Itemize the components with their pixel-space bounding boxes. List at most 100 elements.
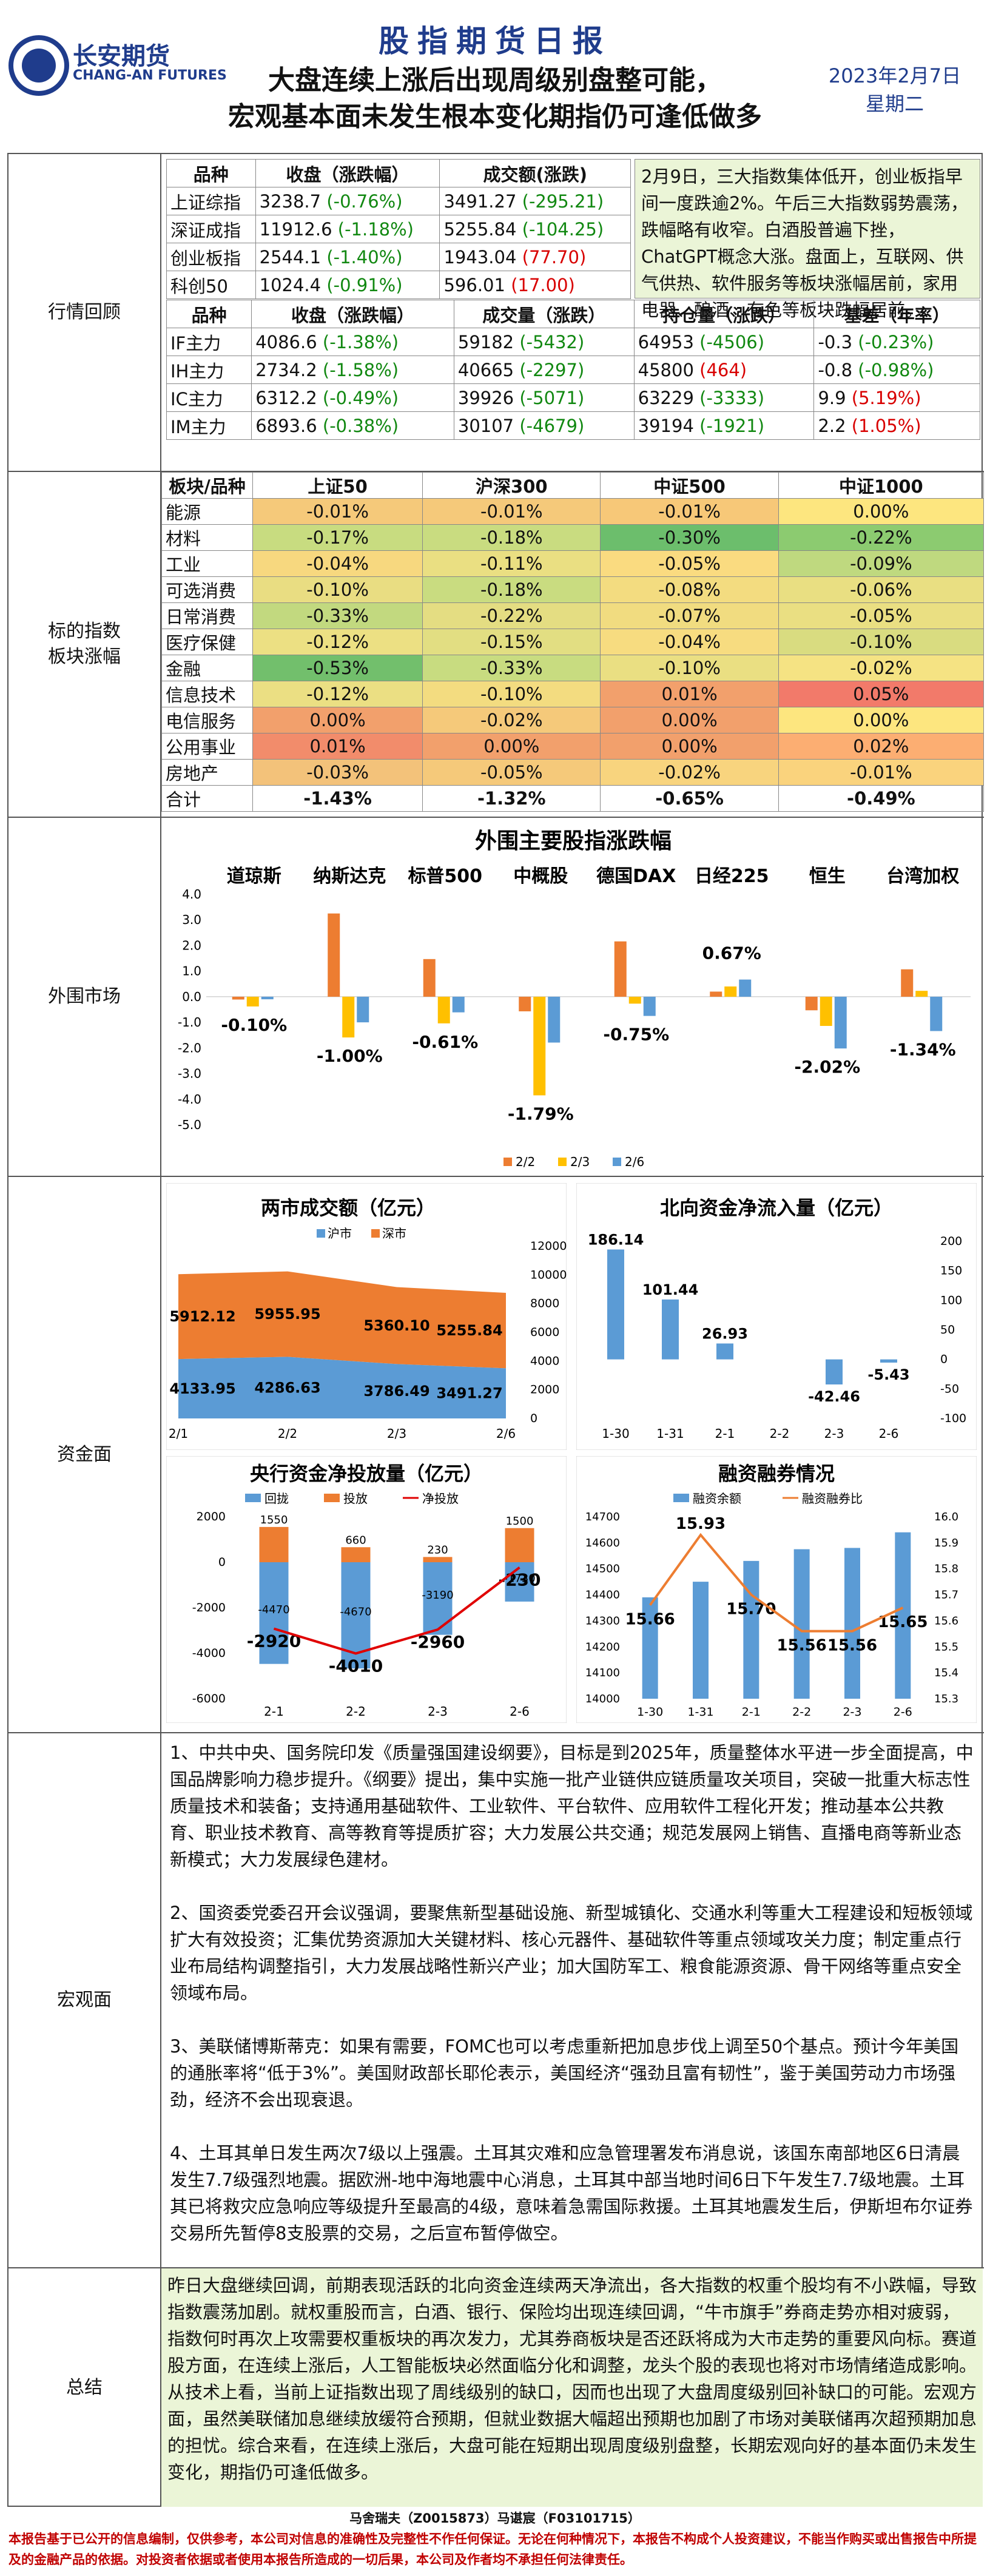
contract-oi: 64953 (-4506) — [633, 328, 815, 356]
y-tick-label: 10000 — [530, 1268, 567, 1281]
y2-tick-label: 15.6 — [934, 1614, 958, 1627]
y-tick-label: -5.0 — [178, 1118, 201, 1132]
table-header: 基差（年率） — [813, 300, 980, 328]
legend-label: 沪市 — [328, 1226, 352, 1241]
report-weekday: 星期二 — [865, 92, 924, 115]
chart-frame — [576, 1456, 977, 1723]
y-tick-label: -3.0 — [178, 1067, 201, 1081]
sector-change: -0.11% — [422, 550, 601, 577]
table-row: 工业 -0.04% -0.11% -0.05% -0.09% — [161, 550, 985, 577]
legend-label: 投放 — [343, 1491, 368, 1506]
legend-swatch — [673, 1494, 689, 1502]
legend-swatch — [324, 1494, 340, 1502]
area-szse — [178, 1271, 506, 1369]
bar — [693, 1582, 709, 1699]
contract-close-change: (-1.58%) — [322, 359, 399, 380]
sector-change: -0.02% — [778, 655, 985, 681]
data-label: 3786.49 — [363, 1383, 429, 1400]
legend-label: 回拢 — [264, 1491, 289, 1506]
label-review: 行情回顾 — [8, 154, 161, 471]
table-header: 持仓量（涨跌） — [633, 300, 815, 328]
contract-name: IM主力 — [166, 411, 252, 440]
y-tick-label: 8000 — [530, 1297, 559, 1310]
table-header: 沪深300 — [422, 472, 601, 499]
contract-oi: 39194 (-1921) — [633, 411, 815, 440]
contract-basis: -0.3 (-0.23%) — [813, 328, 980, 356]
index-name: 深证成指 — [166, 215, 256, 243]
contract-close: 6312.2 (-0.49%) — [251, 383, 454, 412]
index-close: 11912.6 (-1.18%) — [255, 215, 440, 243]
index-change: (-0.91%) — [326, 274, 403, 295]
table-header: 收盘（涨跌幅） — [255, 159, 440, 187]
table-row: 医疗保健 -0.12% -0.15% -0.04% -0.10% — [161, 629, 985, 655]
net-label: -230 — [498, 1570, 540, 1590]
y-tick-label: 14100 — [585, 1667, 620, 1679]
turnover-change: (-104.25) — [522, 218, 604, 240]
legend-swatch — [371, 1229, 380, 1238]
bar — [614, 941, 627, 997]
y-tick-label: -50 — [940, 1382, 959, 1395]
bar — [793, 1549, 810, 1699]
sector-change: 0.00% — [600, 707, 779, 733]
contract-basis-change: (1.05%) — [851, 415, 921, 436]
sector-change: -0.22% — [422, 602, 601, 629]
chart-title: 北向资金净流入量（亿元） — [660, 1196, 893, 1219]
headline-1: 大盘连续上涨后出现周级别盘整可能， — [268, 65, 722, 96]
bar-inject — [423, 1557, 453, 1562]
bar — [246, 996, 259, 1006]
macro-item-1: 1、中共中央、国务院印发《质量强国建设纲要》，目标是到2025年，质量整体水平进… — [170, 1742, 974, 1870]
index-close: 1024.4 (-0.91%) — [255, 271, 440, 299]
sector-change: -0.30% — [600, 524, 779, 551]
sector-change: 0.00% — [778, 498, 985, 525]
northbound-chart: 北向资金净流入量（亿元） 200 150 100 50 0 -50 -100 186.14 1-3… — [576, 1183, 977, 1450]
table-row: IM主力 6893.6 (-0.38%) 30107 (-4679) 39194 (-… — [166, 411, 980, 440]
category-label: 中概股 — [513, 866, 568, 887]
y2-tick-label: 15.5 — [934, 1640, 958, 1653]
x-tick-label: 2-1 — [264, 1704, 284, 1719]
y-tick-label: 0 — [530, 1412, 537, 1425]
table-row: IH主力 2734.2 (-1.58%) 40665 (-2297) 45800 (4… — [166, 356, 980, 384]
bar — [826, 1359, 843, 1384]
turnover-change: (77.70) — [522, 246, 587, 268]
bar — [710, 991, 722, 997]
sector-change: -0.02% — [600, 759, 779, 786]
sector-name: 信息技术 — [161, 681, 253, 707]
x-tick-label: 2-6 — [510, 1704, 530, 1719]
chart-title: 两市成交额（亿元） — [261, 1196, 436, 1219]
x-tick-label: 1-31 — [687, 1705, 713, 1719]
bar — [628, 996, 641, 1004]
y-tick-label: 14400 — [585, 1589, 620, 1602]
sector-change: -0.04% — [252, 550, 423, 577]
label-sector: 标的指数 板块涨幅 — [8, 472, 161, 817]
sector-change: 0.01% — [600, 681, 779, 707]
index-turnover: 3491.27 (-295.21) — [439, 187, 631, 215]
y-tick-label: 12000 — [530, 1239, 567, 1253]
bar-inject — [505, 1528, 534, 1562]
sector-change: 0.02% — [778, 733, 985, 760]
label-macro: 宏观面 — [8, 1733, 161, 2267]
contract-basis-change: (5.19%) — [851, 387, 921, 408]
index-close: 2544.1 (-1.40%) — [255, 243, 440, 271]
data-label: 3491.27 — [436, 1385, 502, 1402]
sector-change: -0.17% — [252, 524, 423, 551]
logo-en: CHANG-AN FUTURES — [73, 68, 227, 83]
legend-label: 融资融券比 — [802, 1491, 863, 1506]
contract-oi-change: (-3333) — [699, 387, 765, 408]
sector-change: -0.01% — [600, 498, 779, 525]
y-tick-label: -4.0 — [178, 1092, 201, 1107]
sector-change: -0.09% — [778, 550, 985, 577]
y-tick-label: -6000 — [192, 1692, 226, 1705]
contract-oi-change: (464) — [699, 359, 747, 380]
contract-volume: 30107 (-4679) — [453, 411, 635, 440]
y-tick-label: 3.0 — [182, 912, 201, 927]
contract-volume-change: (-4679) — [519, 415, 585, 436]
x-tick-label: 2-1 — [742, 1705, 761, 1719]
chart-title: 央行资金净投放量（亿元） — [250, 1462, 483, 1485]
bar — [805, 996, 818, 1011]
x-tick-label: 2/6 — [496, 1426, 516, 1441]
bar — [437, 996, 450, 1023]
sector-change: -0.10% — [778, 629, 985, 655]
report-date: 2023年2月7日 — [828, 64, 961, 87]
data-label: 26.93 — [702, 1325, 748, 1342]
data-label: -1.00% — [317, 1046, 383, 1066]
